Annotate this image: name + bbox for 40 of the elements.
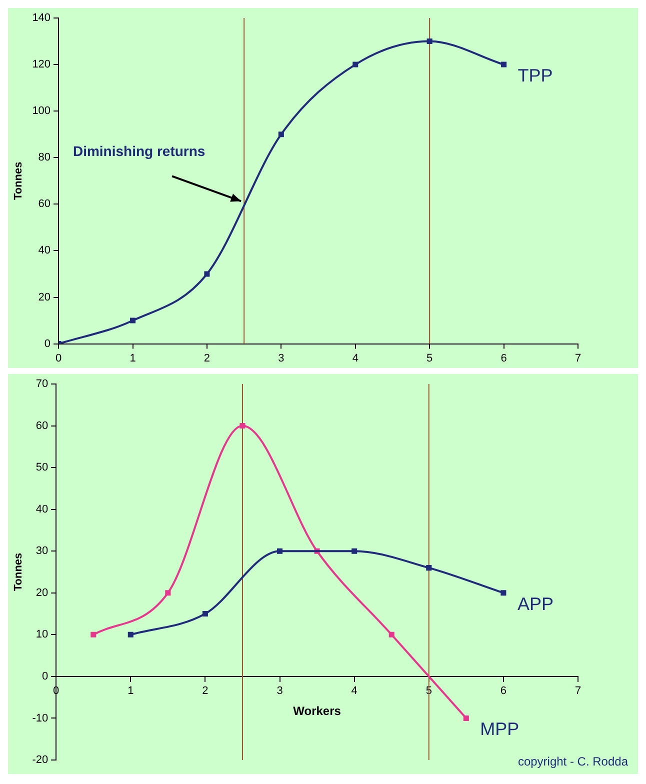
annotation: copyright - C. Rodda <box>518 754 628 768</box>
x-tick-label: 7 <box>574 352 582 364</box>
x-tick-label: 2 <box>202 685 208 698</box>
x-tick-label: 5 <box>426 352 433 364</box>
x-tick-label: 6 <box>500 352 507 364</box>
x-tick-label: 4 <box>351 685 358 698</box>
y-tick-label: 60 <box>36 420 48 432</box>
x-tick-label: 1 <box>130 352 136 364</box>
series-label: APP <box>517 594 554 614</box>
y-tick-label: -10 <box>32 712 48 724</box>
y-tick-label: 0 <box>44 338 51 350</box>
x-tick-label: 7 <box>574 685 582 698</box>
x-axis-title: Workers <box>293 704 342 718</box>
y-tick-label: 60 <box>38 198 51 210</box>
y-tick-label: 20 <box>38 291 51 304</box>
y-tick-label: 40 <box>36 503 48 516</box>
series-label: MPP <box>480 719 520 740</box>
y-tick-label: 20 <box>36 586 48 599</box>
y-tick-label: 0 <box>42 670 48 682</box>
x-tick-label: 3 <box>276 685 283 698</box>
x-tick-label: 1 <box>128 685 134 698</box>
y-axis-title: Tonnes <box>12 162 25 200</box>
y-tick-label: 140 <box>32 12 51 24</box>
y-tick-label: 40 <box>38 244 51 257</box>
y-tick-label: 70 <box>36 378 48 390</box>
series-label: TPP <box>518 66 553 86</box>
x-tick-label: 0 <box>55 352 62 364</box>
x-tick-label: 4 <box>352 352 358 364</box>
y-tick-label: 30 <box>36 545 48 558</box>
y-tick-label: 100 <box>32 105 51 118</box>
y-tick-label: 120 <box>32 58 51 71</box>
y-axis-title: Tonnes <box>12 552 25 592</box>
y-tick-label: 10 <box>36 628 48 641</box>
annotation: Diminishing returns <box>72 143 206 160</box>
y-tick-label: 80 <box>38 152 51 164</box>
y-tick-label: 50 <box>36 462 48 474</box>
y-tick-label: -20 <box>32 754 48 766</box>
x-tick-label: 3 <box>278 352 284 364</box>
x-tick-label: 2 <box>204 352 210 364</box>
x-tick-label: 6 <box>500 685 507 698</box>
